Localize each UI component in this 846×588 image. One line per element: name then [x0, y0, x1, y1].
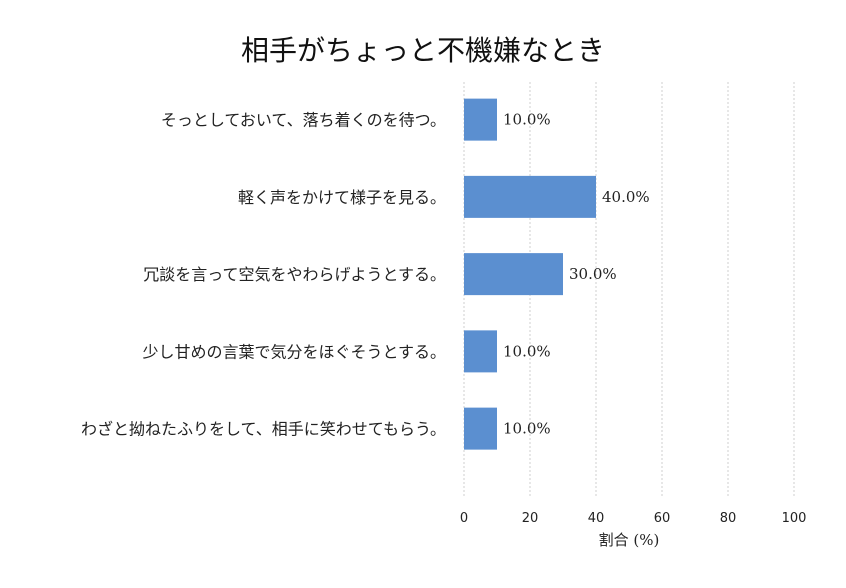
- bar: [464, 407, 497, 450]
- x-axis-title: 割合 (%): [599, 531, 660, 549]
- x-tick-labels: 0 20 40 60 80 100: [460, 511, 807, 526]
- value-label: 30.0%: [569, 265, 617, 283]
- x-tick-label: 40: [588, 511, 605, 526]
- category-label: わざと拗ねたふりをして、相手に笑わせてもらう。: [81, 420, 446, 439]
- bar: [464, 330, 497, 373]
- category-label: 少し甘めの言葉で気分をほぐそうとする。: [142, 342, 446, 361]
- value-label: 10.0%: [503, 111, 551, 129]
- category-label: そっとしておいて、落ち着くのを待つ。: [161, 111, 446, 130]
- chart-title: 相手がちょっと不機嫌なとき: [241, 34, 605, 67]
- bars: [464, 98, 596, 450]
- category-labels: そっとしておいて、落ち着くのを待つ。軽く声をかけて様子を見る。冗談を言って空気を…: [81, 111, 446, 439]
- x-tick-label: 0: [460, 511, 468, 526]
- x-tick-label: 100: [782, 511, 807, 526]
- bar: [464, 253, 563, 296]
- x-tick-label: 20: [522, 511, 539, 526]
- value-label: 10.0%: [503, 420, 551, 438]
- value-label: 40.0%: [602, 188, 650, 206]
- category-label: 軽く声をかけて様子を見る。: [238, 188, 446, 207]
- x-tick-label: 80: [720, 511, 737, 526]
- value-label: 10.0%: [503, 342, 551, 360]
- value-labels: 10.0% 40.0% 30.0% 10.0% 10.0%: [503, 111, 650, 438]
- category-label: 冗談を言って空気をやわらげようとする。: [143, 265, 446, 284]
- x-tick-label: 60: [654, 511, 671, 526]
- bar: [464, 175, 596, 218]
- bar: [464, 98, 497, 141]
